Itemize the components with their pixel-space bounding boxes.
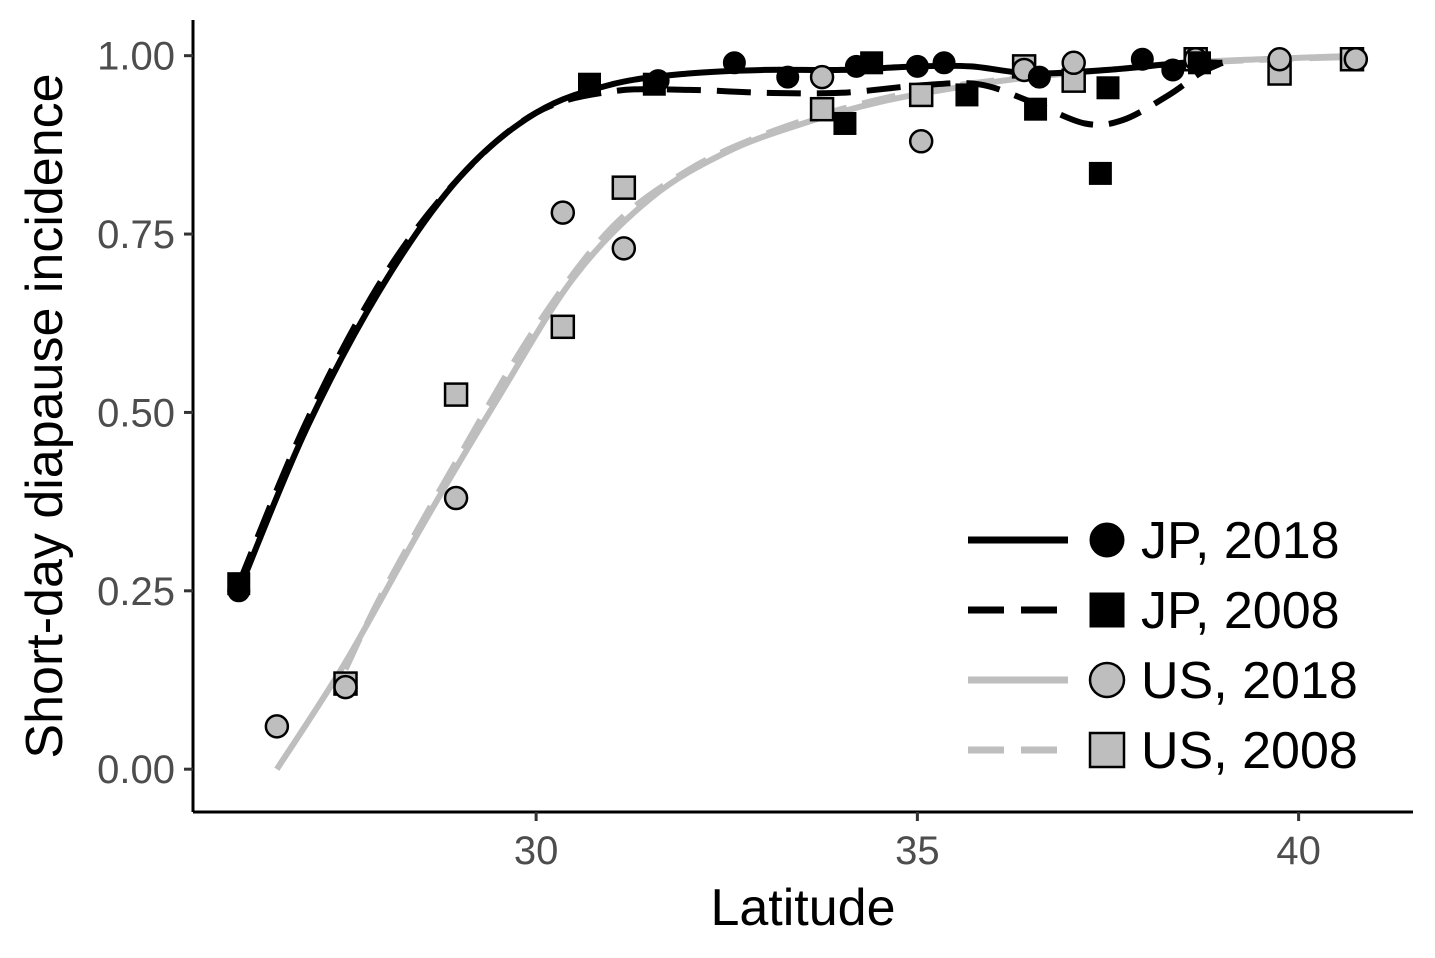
point-us-2018 <box>1061 50 1086 76</box>
point-jp-2008 <box>1188 51 1211 75</box>
legend-label-us-2008: US, 2008 <box>1141 722 1358 780</box>
point-jp-2018 <box>646 69 670 93</box>
fit-line-us-2008 <box>342 54 1353 671</box>
y-axis-ticks: 0.00 0.25 0.50 0.75 1.00 <box>97 35 193 792</box>
legend-item-us-2018: US, 2018 <box>968 652 1358 710</box>
point-us-2008 <box>443 382 469 407</box>
point-jp-2018 <box>932 51 956 75</box>
point-us-2008 <box>908 82 934 108</box>
point-jp-2018 <box>844 54 868 78</box>
x-axis-title: Latitude <box>710 879 895 937</box>
fit-line-jp-2018 <box>236 59 1223 592</box>
x-tick-label: 30 <box>514 829 559 873</box>
y-tick-label: 0.75 <box>97 213 175 257</box>
point-us-2018 <box>809 64 835 90</box>
point-jp-2018 <box>1027 65 1051 89</box>
x-tick-label: 35 <box>895 829 940 873</box>
legend-label-us-2018: US, 2018 <box>1141 652 1358 710</box>
y-tick-label: 1.00 <box>97 35 175 79</box>
x-tick-label: 40 <box>1276 829 1321 873</box>
point-jp-2008 <box>578 72 601 96</box>
legend-marker-jp-2008 <box>1089 592 1125 628</box>
point-us-2018 <box>333 674 358 700</box>
legend-marker-us-2018 <box>1088 661 1126 699</box>
point-us-2018 <box>264 714 290 739</box>
point-us-2018 <box>1343 46 1369 72</box>
point-jp-2018 <box>776 65 800 89</box>
point-jp-2008 <box>1024 97 1048 121</box>
legend-item-jp-2018: JP, 2018 <box>968 512 1340 570</box>
legend-marker-jp-2018 <box>1089 522 1125 558</box>
point-us-2018 <box>1267 46 1292 72</box>
y-tick-label: 0.00 <box>97 748 175 792</box>
point-jp-2018 <box>227 579 251 603</box>
legend-item-us-2008: US, 2008 <box>968 722 1358 780</box>
legend-marker-us-2008 <box>1088 731 1126 769</box>
x-axis-ticks: 30 35 40 <box>514 812 1321 873</box>
axes: 0.00 0.25 0.50 0.75 1.00 30 35 40 <box>97 20 1413 873</box>
point-us-2018 <box>908 129 934 154</box>
legend-item-jp-2008: JP, 2008 <box>968 582 1340 640</box>
point-jp-2018 <box>1130 47 1154 71</box>
point-us-2008 <box>809 96 835 122</box>
point-us-2008 <box>611 175 637 200</box>
y-tick-label: 0.50 <box>97 391 175 435</box>
y-tick-label: 0.25 <box>97 570 175 614</box>
legend: JP, 2018 JP, 2008 US, 2018 US, 2008 <box>968 512 1358 780</box>
point-us-2018 <box>550 200 576 225</box>
y-axis-title: Short-day diapause incidence <box>16 73 74 758</box>
point-us-2018 <box>443 485 469 511</box>
point-jp-2018 <box>1161 58 1185 82</box>
data-points <box>227 46 1369 739</box>
point-jp-2008 <box>955 83 979 107</box>
point-jp-2008 <box>1096 76 1120 100</box>
fit-line-jp-2008 <box>236 60 1224 585</box>
point-jp-2018 <box>905 54 929 78</box>
point-jp-2018 <box>722 51 746 75</box>
point-jp-2008 <box>833 111 857 135</box>
point-jp-2008 <box>1088 161 1112 185</box>
legend-label-jp-2018: JP, 2018 <box>1141 512 1340 570</box>
point-us-2018 <box>611 236 637 261</box>
legend-label-jp-2008: JP, 2008 <box>1141 582 1340 640</box>
point-us-2008 <box>550 314 576 340</box>
